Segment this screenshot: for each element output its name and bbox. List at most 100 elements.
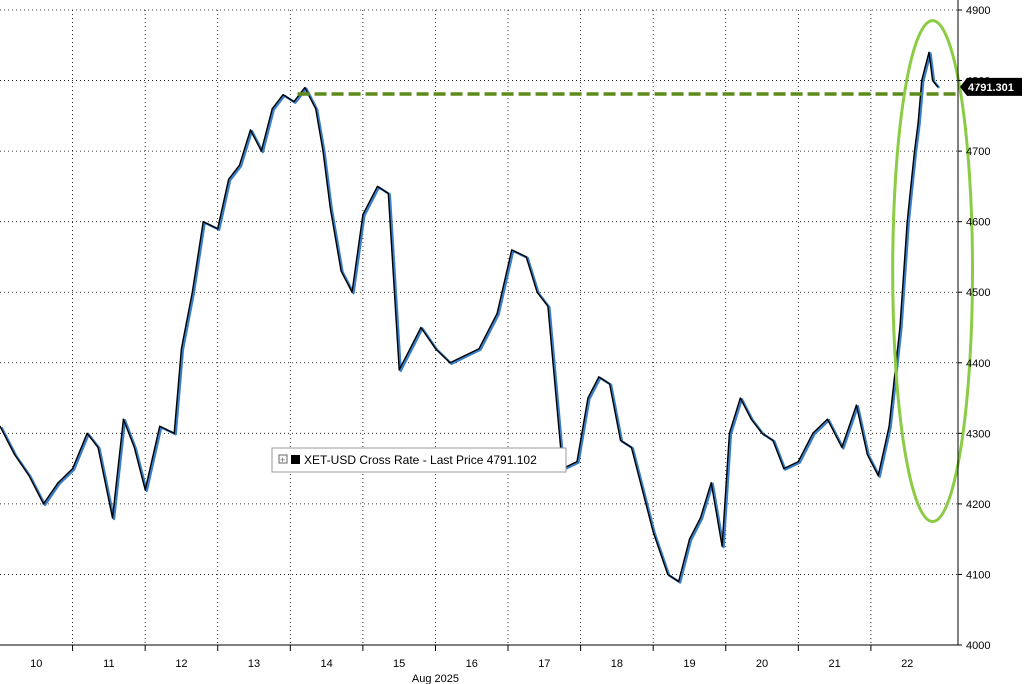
data-point — [928, 51, 930, 53]
x-tick-label: 13 — [248, 658, 260, 670]
axis-layer: 4000 4100 4200 4300 4400 4500 4600 4700 4800 4900… — [0, 0, 990, 684]
y-tick-label: 4400 — [966, 358, 990, 370]
x-tick-label: 10 — [30, 658, 42, 670]
grid-layer — [0, 9, 958, 646]
data-point — [71, 468, 74, 470]
last-price-label: 4791.301 — [960, 77, 1022, 96]
legend: + XET-USD Cross Rate - Last Price 4791.1… — [271, 447, 567, 473]
legend-label: XET-USD Cross Rate - Last Price 4791.102 — [304, 453, 537, 467]
data-point — [376, 185, 378, 187]
data-point — [228, 178, 230, 180]
data-point — [28, 475, 30, 477]
data-point — [888, 425, 890, 427]
data-point — [913, 150, 916, 152]
data-point — [322, 150, 324, 152]
data-point — [547, 305, 549, 307]
y-tick-label: 4300 — [966, 428, 990, 440]
x-tick-label: 15 — [393, 658, 405, 670]
data-point — [630, 446, 633, 449]
data-point — [496, 312, 498, 314]
data-point — [812, 432, 814, 434]
data-point — [917, 122, 919, 124]
data-point — [111, 517, 114, 519]
x-tick-label: 14 — [320, 658, 332, 670]
data-point — [217, 228, 219, 230]
data-point — [351, 291, 353, 293]
data-point — [677, 580, 680, 583]
data-point — [86, 432, 88, 434]
data-point — [750, 418, 752, 420]
data-point — [710, 482, 712, 484]
data-point — [238, 164, 241, 166]
data-point — [652, 531, 654, 533]
data-point — [783, 468, 785, 470]
data-point — [133, 446, 135, 449]
data-point — [536, 291, 538, 293]
data-point — [924, 65, 926, 68]
data-point — [937, 86, 939, 88]
legend-swatch-icon — [291, 455, 300, 464]
data-point — [688, 538, 691, 540]
data-point — [910, 185, 912, 187]
data-point — [202, 221, 204, 223]
data-point — [315, 108, 317, 110]
data-point — [699, 517, 701, 519]
last-price-label-text: 4791.301 — [968, 82, 1014, 94]
x-tick-label: 21 — [828, 658, 840, 670]
data-point — [449, 362, 451, 364]
data-point — [721, 545, 723, 547]
data-point — [57, 482, 59, 484]
data-point — [387, 192, 389, 195]
data-point — [463, 355, 466, 357]
data-point — [191, 291, 193, 293]
data-point — [739, 397, 741, 399]
data-point — [931, 79, 934, 82]
data-point — [398, 369, 400, 371]
data-point — [511, 249, 513, 251]
x-tick-label: 22 — [901, 658, 913, 670]
y-tick-label: 4500 — [966, 287, 990, 299]
data-point — [173, 432, 175, 434]
data-point — [797, 460, 799, 463]
series-shadow-line — [0, 52, 941, 584]
y-tick-label: 4600 — [966, 217, 990, 229]
data-point — [340, 270, 342, 272]
data-point — [249, 129, 251, 131]
data-point — [855, 404, 857, 406]
data-point — [159, 425, 161, 427]
data-point — [525, 256, 527, 258]
data-point — [576, 460, 578, 463]
y-tick-label: 4700 — [966, 146, 990, 158]
series-layer — [0, 51, 941, 584]
last-price-label-bg — [960, 77, 1022, 96]
data-point — [293, 101, 295, 103]
legend-plus-icon: + — [280, 455, 285, 465]
data-point — [826, 418, 828, 420]
data-point — [761, 432, 763, 434]
y-tick-label: 4100 — [966, 569, 990, 581]
data-point — [772, 439, 774, 441]
y-tick-label: 4200 — [966, 499, 990, 511]
legend-toggle-icon[interactable] — [278, 454, 288, 464]
data-point — [282, 94, 284, 96]
data-point — [866, 453, 868, 456]
x-tick-label: 16 — [466, 658, 478, 670]
data-point — [921, 79, 923, 82]
data-point — [329, 206, 331, 209]
y-tick-label: 4800 — [966, 76, 990, 88]
data-point — [598, 376, 600, 378]
highlight-ellipse — [891, 19, 975, 524]
x-tick-label: 18 — [611, 658, 623, 670]
data-point — [841, 446, 843, 449]
data-point — [619, 439, 622, 441]
data-point — [122, 418, 124, 420]
data-point — [906, 221, 908, 223]
data-point — [420, 326, 422, 329]
data-point — [609, 383, 611, 385]
data-point — [899, 326, 901, 329]
annotation-layer: 4791.301 — [297, 19, 1022, 524]
y-tick-label: 4000 — [966, 640, 990, 652]
data-point — [877, 475, 879, 477]
x-tick-label: 11 — [103, 658, 114, 670]
